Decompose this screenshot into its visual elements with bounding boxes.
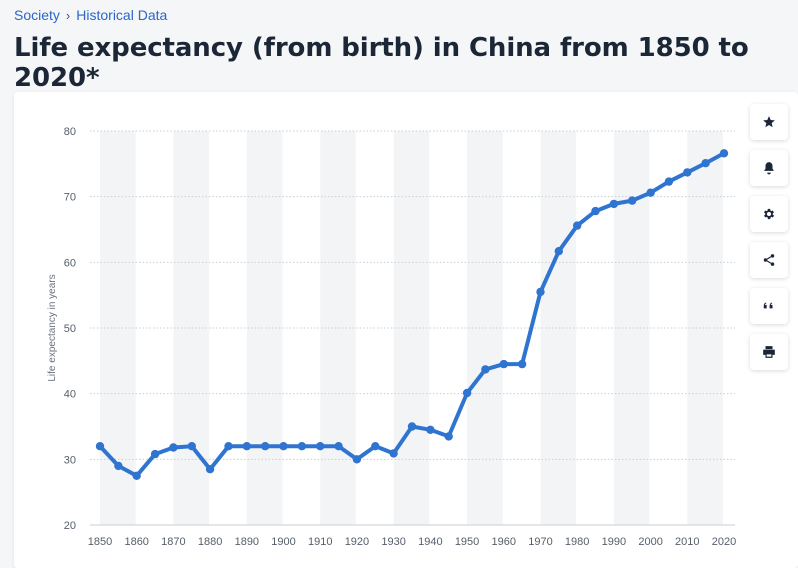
x-tick-label: 1990 [602, 536, 626, 548]
share-button[interactable] [750, 242, 788, 278]
chart-toolbar [750, 104, 788, 380]
notification-button[interactable] [750, 150, 788, 186]
data-point [701, 159, 710, 168]
x-tick-label: 1960 [492, 536, 516, 548]
page-title: Life expectancy (from birth) in China fr… [14, 33, 749, 93]
data-point [664, 177, 674, 186]
x-tick-label: 2010 [675, 536, 699, 548]
x-tick-label: 1930 [381, 536, 405, 548]
data-point [205, 465, 215, 474]
data-point [371, 442, 380, 451]
x-tick-label: 1970 [528, 536, 552, 548]
x-tick-label: 1890 [235, 536, 259, 548]
y-axis-label: Life expectancy in years [47, 274, 58, 381]
x-tick-label: 1910 [308, 536, 332, 548]
print-icon [763, 346, 775, 358]
breadcrumb-link-society[interactable]: Society [14, 7, 60, 23]
data-point [554, 247, 563, 256]
data-point [261, 442, 270, 451]
y-tick-label: 30 [64, 454, 76, 466]
data-point [591, 206, 600, 216]
data-point [95, 442, 105, 451]
y-tick-label: 80 [64, 126, 76, 138]
quote-icon [763, 302, 773, 309]
cite-button[interactable] [750, 288, 788, 324]
x-tick-label: 1880 [198, 536, 222, 548]
favorite-button[interactable] [750, 104, 788, 140]
data-point [536, 287, 545, 297]
data-point [187, 442, 196, 451]
data-point [683, 168, 692, 177]
data-point [499, 359, 508, 369]
data-point [279, 442, 288, 451]
x-tick-label: 1860 [124, 536, 148, 548]
share-icon [763, 254, 775, 266]
data-point [297, 442, 307, 451]
x-tick-label: 1900 [271, 536, 295, 548]
data-point [426, 425, 435, 434]
data-point [573, 221, 582, 230]
bell-icon [764, 162, 774, 175]
breadcrumb: Society › Historical Data [14, 7, 167, 23]
x-tick-label: 1920 [345, 536, 369, 548]
x-tick-label: 2020 [712, 536, 736, 548]
data-point [132, 471, 141, 480]
y-tick-label: 50 [64, 323, 76, 335]
y-tick-label: 40 [64, 389, 76, 401]
data-point [150, 449, 160, 459]
data-point [169, 443, 178, 452]
data-point [316, 442, 325, 451]
data-point [517, 359, 527, 369]
y-tick-label: 70 [64, 192, 76, 204]
x-tick-label: 1940 [418, 536, 442, 548]
x-tick-label: 1870 [161, 536, 185, 548]
breadcrumb-link-historical-data[interactable]: Historical Data [76, 7, 168, 23]
data-point [719, 149, 729, 158]
data-point [609, 199, 619, 209]
data-point [407, 422, 417, 431]
data-point [462, 388, 472, 398]
print-button[interactable] [750, 334, 788, 370]
settings-button[interactable] [750, 196, 788, 232]
data-point [224, 442, 233, 451]
x-tick-label: 2000 [638, 536, 662, 548]
data-point [352, 455, 362, 464]
x-tick-label: 1850 [88, 536, 112, 548]
gear-icon [763, 208, 775, 220]
data-point [242, 442, 251, 451]
data-point [444, 432, 453, 441]
y-tick-label: 60 [64, 257, 76, 269]
data-point [481, 365, 490, 374]
breadcrumb-separator: › [65, 7, 71, 23]
data-point [114, 461, 123, 471]
y-tick-label: 20 [64, 520, 76, 532]
star-icon [763, 116, 775, 128]
data-point [389, 449, 398, 458]
data-point [628, 196, 637, 205]
data-point [646, 188, 655, 197]
data-point [334, 442, 343, 451]
x-tick-label: 1950 [455, 536, 479, 548]
x-tick-label: 1980 [565, 536, 589, 548]
